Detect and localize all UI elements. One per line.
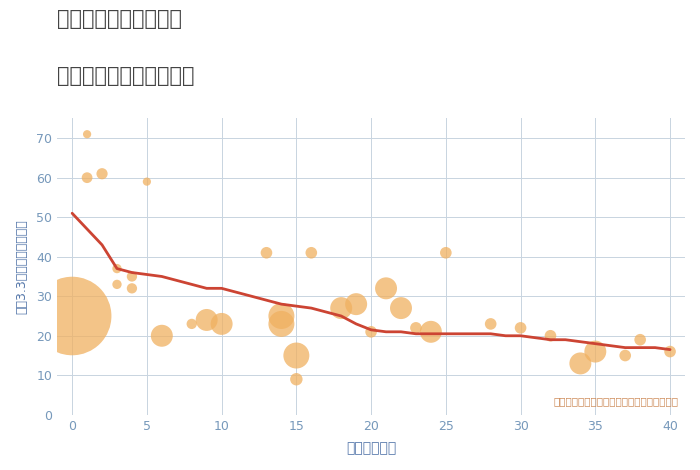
Point: [261, 249, 272, 257]
Point: [290, 376, 302, 383]
Point: [81, 174, 92, 181]
Point: [545, 332, 556, 339]
Y-axis label: 坪（3.3㎡）単価（万円）: 坪（3.3㎡）単価（万円）: [15, 219, 28, 314]
Point: [351, 300, 362, 308]
Point: [276, 312, 287, 320]
Text: 円の大きさは、取引のあった物件面積を示す: 円の大きさは、取引のあった物件面積を示す: [554, 396, 679, 406]
Point: [485, 320, 496, 328]
Point: [410, 324, 421, 332]
Point: [440, 249, 452, 257]
Point: [515, 324, 526, 332]
Text: 築年数別中古戸建て価格: 築年数別中古戸建て価格: [57, 66, 195, 86]
Point: [426, 328, 437, 336]
Point: [380, 284, 391, 292]
Point: [306, 249, 317, 257]
Point: [81, 131, 92, 138]
Point: [97, 170, 108, 178]
Point: [575, 360, 586, 367]
Point: [635, 336, 646, 344]
Point: [66, 312, 78, 320]
Point: [290, 352, 302, 359]
Point: [111, 281, 122, 288]
Point: [664, 348, 676, 355]
Point: [276, 320, 287, 328]
Point: [365, 328, 377, 336]
Point: [589, 348, 601, 355]
Point: [156, 332, 167, 339]
Point: [126, 284, 137, 292]
Text: 岐阜県関市西境松町の: 岐阜県関市西境松町の: [57, 9, 182, 30]
Point: [126, 273, 137, 280]
Point: [395, 305, 407, 312]
Point: [216, 320, 228, 328]
Point: [335, 305, 346, 312]
X-axis label: 築年数（年）: 築年数（年）: [346, 441, 396, 455]
Point: [186, 320, 197, 328]
Point: [141, 178, 153, 185]
Point: [201, 316, 212, 324]
Point: [620, 352, 631, 359]
Point: [111, 265, 122, 272]
